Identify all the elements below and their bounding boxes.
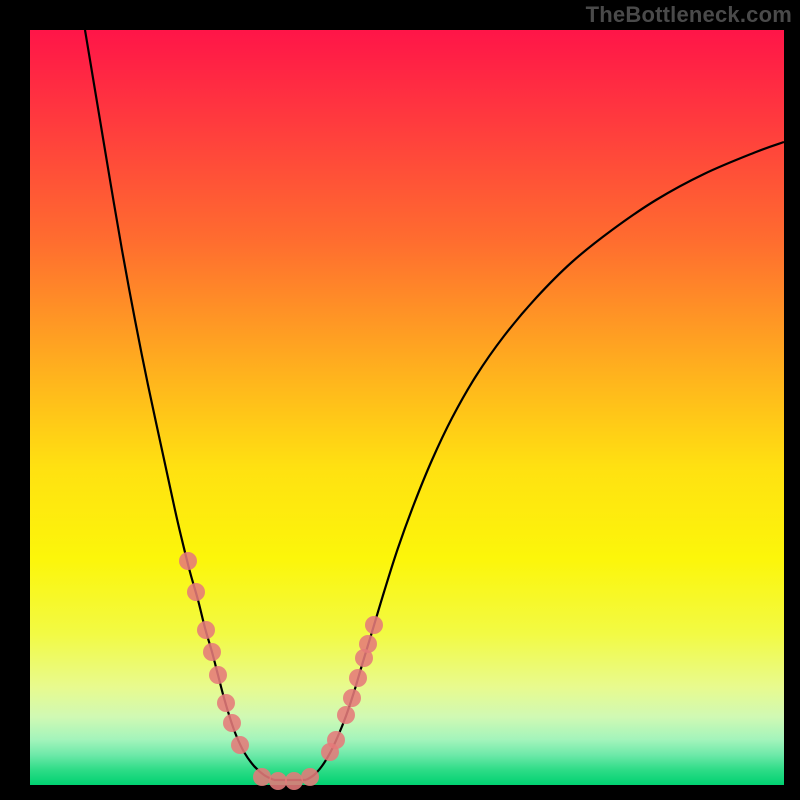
scatter-point	[217, 694, 235, 712]
scatter-point	[327, 731, 345, 749]
scatter-point	[223, 714, 241, 732]
scatter-point	[203, 643, 221, 661]
scatter-point	[231, 736, 249, 754]
curve-left	[85, 30, 274, 780]
scatter-point	[337, 706, 355, 724]
scatter-markers	[179, 552, 383, 790]
scatter-point	[301, 768, 319, 786]
scatter-point	[359, 635, 377, 653]
scatter-point	[209, 666, 227, 684]
scatter-point	[343, 689, 361, 707]
scatter-point	[179, 552, 197, 570]
bottleneck-chart	[0, 0, 800, 800]
scatter-point	[187, 583, 205, 601]
scatter-point	[349, 669, 367, 687]
scatter-point	[269, 772, 287, 790]
curve-right	[306, 142, 784, 780]
scatter-point	[253, 768, 271, 786]
scatter-point	[197, 621, 215, 639]
scatter-point	[285, 772, 303, 790]
scatter-point	[365, 616, 383, 634]
